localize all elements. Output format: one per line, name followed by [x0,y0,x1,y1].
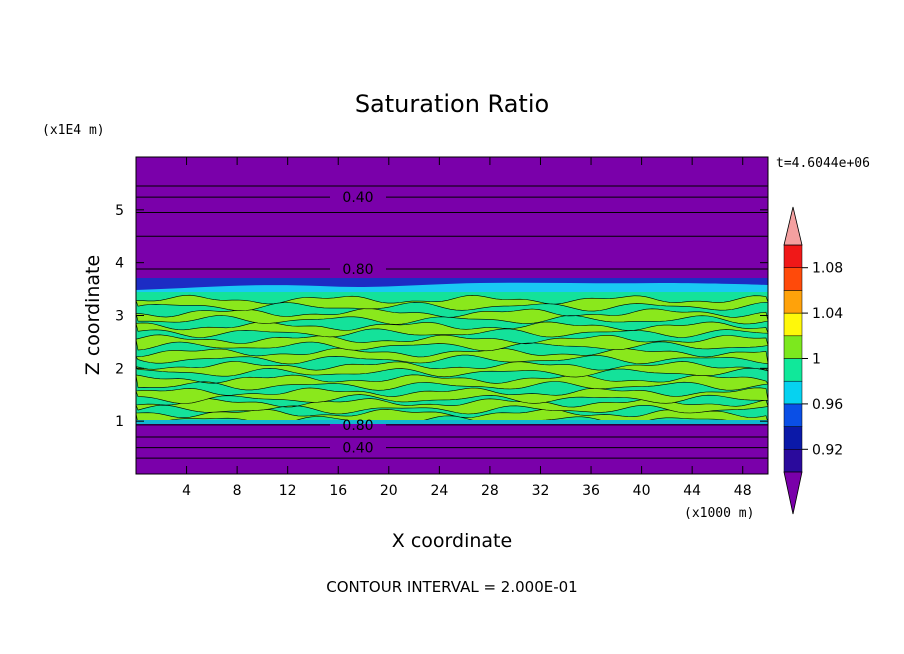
contour-label: 0.80 [342,418,373,434]
contour-lines: 0.40 0.80 0.80 0.40 [136,185,768,459]
y-axis-label: Z coordinate [82,255,104,375]
contour-interval-footer: CONTOUR INTERVAL = 2.000E-01 [326,578,577,596]
x-tick-label: 32 [532,483,550,499]
colorbar-under-triangle [783,471,803,515]
colorbar-tick-label: 1.08 [812,261,843,277]
x-tick-label: 20 [380,483,398,499]
x-tick-label: 40 [633,483,651,499]
moist-streak [136,374,768,391]
colorbar-over-triangle [783,206,803,246]
colorbar-swatch [783,290,803,314]
moist-streak [136,397,768,415]
colorbar-swatch [783,426,803,450]
colorbar: 0.92 0.96 1 1.04 1.08 [783,206,843,515]
moist-streak [136,321,768,338]
plot-area: 0.40 0.80 0.80 0.40 [136,157,768,474]
x-tick-label: 28 [481,483,499,499]
lower-boundary-band [136,420,768,424]
x-tick-label: 44 [683,483,701,499]
x-tick-label: 36 [582,483,600,499]
colorbar-tick-label: 1 [812,352,821,368]
contour-label: 0.80 [342,262,373,278]
inversion-cyan-band [136,282,768,293]
colorbar-swatch [783,380,803,405]
colorbar-swatch [783,244,803,268]
x-tick-label: 48 [734,483,752,499]
colorbar-swatch [783,403,803,427]
chart-title: Saturation Ratio [355,90,549,118]
moist-layer-streaks [136,294,768,426]
y-tick-label: 3 [115,309,124,325]
contour-label: 0.40 [342,190,373,206]
moist-streak [136,361,768,378]
y-tick-label: 1 [115,414,124,430]
colorbar-swatch [783,267,803,291]
upper-dry-layer [136,157,768,280]
y-tick-label: 5 [115,203,124,219]
colorbar-tick-label: 0.92 [812,442,843,458]
colorbar-swatch [783,335,803,359]
contour-label: 0.40 [342,441,373,457]
colorbar-tick-label: 0.96 [812,397,843,413]
y-tick-label: 2 [115,361,124,377]
time-label: t=4.6044e+06 [776,156,870,171]
x-axis-label: X coordinate [392,530,512,552]
x-tick-label: 8 [233,483,242,499]
y-unit-label: (x1E4 m) [42,123,105,138]
moist-streak [136,387,768,404]
moist-streak [136,308,768,325]
x-tick-label: 24 [430,483,448,499]
x-tick-label: 16 [329,483,347,499]
x-tick-label: 12 [279,483,297,499]
colorbar-swatch [783,449,803,473]
moist-streak [136,294,768,312]
x-unit-label: (x1000 m) [684,506,754,521]
colorbar-tick-label: 1.04 [812,306,843,322]
moist-streak [136,334,768,352]
y-tick-label: 4 [115,256,124,272]
x-tick-label: 4 [182,483,191,499]
colorbar-swatch [783,358,803,382]
colorbar-swatch [783,312,803,337]
